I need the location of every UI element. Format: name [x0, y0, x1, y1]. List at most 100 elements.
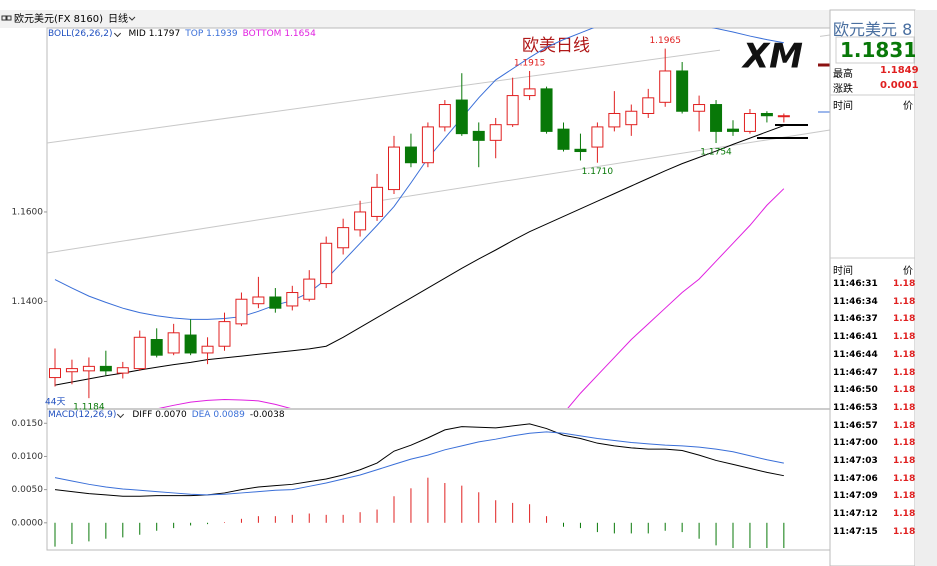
candle-body [99, 365, 112, 372]
text: 1.1797 [148, 29, 181, 39]
candle-body [49, 368, 61, 379]
indicator-line [54, 423, 784, 497]
candle-body [320, 242, 333, 285]
candle-body [354, 211, 367, 231]
text: BOTTOM [242, 29, 282, 39]
macd-plot [54, 423, 785, 549]
tick-time: 11:47:12 [833, 509, 878, 520]
text: 1.1939 [206, 29, 238, 39]
candle-body [574, 148, 587, 153]
chevron [117, 410, 125, 419]
icon [6, 15, 12, 21]
quote-name: 欧元美元 8 [833, 20, 913, 39]
macd-legend: MACD(12,26,9) DIFF 0.0070 DEA 0.0089 -0.… [48, 410, 285, 420]
indicator-name[interactable]: MACD(12,26,9) [48, 410, 127, 420]
legend-item: DEA 0.0089 [192, 410, 245, 420]
main-plot [49, 28, 790, 408]
tick-price: 1.183 [893, 438, 915, 449]
text: DIFF [132, 410, 153, 420]
tick-time: 11:46:53 [833, 402, 878, 413]
candle-body [523, 88, 536, 97]
candle-body [625, 110, 638, 126]
candle-body [489, 124, 502, 141]
tick-price: 1.183 [893, 367, 915, 378]
column-header: 时间 [833, 101, 853, 112]
indicator-name[interactable]: BOLL(26,26,2) [48, 29, 124, 39]
tick-price: 1.183 [893, 314, 915, 325]
legend-item: TOP 1.1939 [185, 29, 237, 39]
tick-time: 11:46:31 [833, 279, 878, 289]
candle-body [472, 130, 485, 141]
tick-price: 1.183 [893, 349, 915, 360]
period[interactable]: 日线 [108, 12, 128, 25]
candle-body [184, 334, 197, 354]
value: 1.1849 [880, 65, 919, 76]
candle-body [218, 321, 231, 347]
candle-body [693, 104, 706, 112]
boll-legend: BOLL(26,26,2) MID 1.1797 TOP 1.1939 BOTT… [48, 29, 316, 39]
tick-time: 11:46:34 [833, 296, 878, 307]
text: 0.0089 [213, 410, 245, 420]
candle-body [133, 336, 146, 370]
channel-line [46, 34, 831, 144]
candle-body [455, 99, 468, 135]
indicator-line [158, 188, 785, 408]
y-tick-label: 0.0100 [12, 452, 44, 462]
candle-body [506, 95, 519, 126]
candle-body [743, 112, 756, 132]
candle-body [421, 126, 434, 164]
legend-item: DIFF 0.0070 [132, 410, 186, 420]
candle-body [116, 367, 129, 374]
tick-time: 11:47:09 [833, 491, 878, 502]
column-header: 价 [903, 101, 913, 112]
tick-time: 11:46:41 [833, 332, 878, 343]
legend-item: MID 1.1797 [129, 29, 181, 39]
candle-body [727, 128, 739, 132]
tick-time: 11:46:50 [833, 385, 878, 396]
days-label: 44天 [45, 398, 65, 408]
candle-body [557, 128, 570, 150]
tick-price: 1.183 [893, 332, 915, 343]
candle-body [303, 278, 316, 300]
candle-body [777, 115, 790, 118]
logo: XM [741, 37, 803, 77]
text: MACD(12,26,9) [48, 410, 117, 420]
tick-price: 1.183 [893, 385, 915, 396]
label: 涨跌 [833, 84, 853, 95]
candle-body [608, 112, 621, 128]
y-tick-label: 1.1400 [12, 297, 44, 307]
high-label: 1.1965 [649, 36, 681, 46]
label: 最高 [833, 69, 853, 80]
candle-body [438, 104, 451, 128]
value: 0.0001 [880, 80, 919, 91]
quote-panel [829, 9, 916, 566]
y-tick-label: 1.1600 [12, 207, 44, 217]
tick-price: 1.183 [893, 456, 915, 466]
low-label: 1.1710 [582, 167, 614, 177]
tick-price: 1.183 [893, 491, 915, 502]
tick-time: 11:47:06 [833, 473, 878, 484]
indicator-line [54, 125, 785, 386]
candle-body [286, 292, 299, 307]
tick-time: 11:46:44 [833, 349, 878, 360]
candle-body [167, 332, 180, 354]
candle-body [388, 146, 400, 191]
candle-body [710, 104, 723, 132]
text: TOP [185, 29, 204, 39]
symbol: 欧元美元(FX 8160) [14, 12, 103, 25]
candle-body [404, 146, 417, 164]
chart-annotation: 欧美日线 [522, 36, 590, 56]
high-label: 1.1915 [514, 58, 546, 68]
tick-price: 1.183 [893, 296, 915, 307]
tick-price: 1.183 [893, 420, 915, 431]
low-label: 1.1184 [73, 403, 105, 413]
price-box [835, 36, 915, 64]
candle-body [269, 296, 282, 309]
indicator-line [54, 431, 784, 496]
legend-item: -0.0038 [249, 410, 285, 420]
chevron [128, 16, 136, 21]
channel-line [46, 129, 831, 254]
candle-body [642, 97, 655, 114]
